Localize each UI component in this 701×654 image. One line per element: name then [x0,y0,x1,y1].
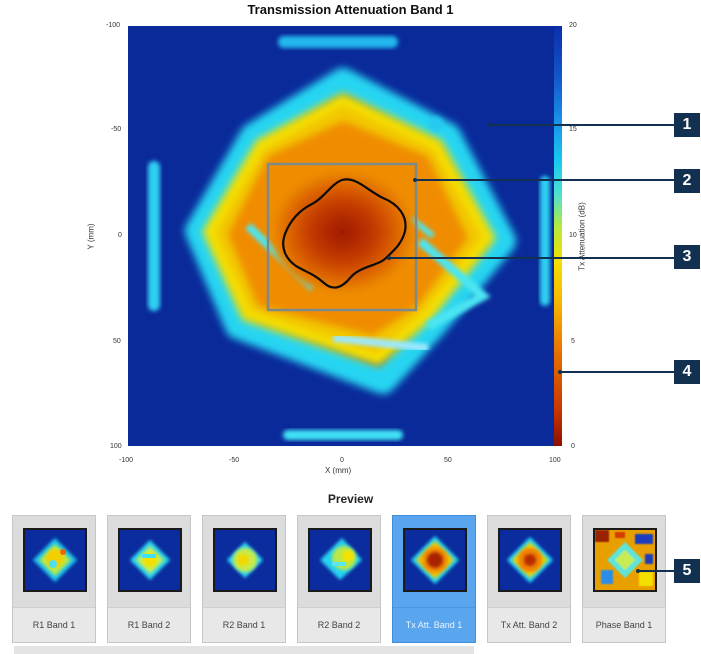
callout-4-marker: 4 [674,360,700,384]
x-tick: -50 [229,457,240,464]
y-tick: 50 [113,338,121,345]
callout-5-leader [638,570,674,572]
colorbar-tick: 0 [571,443,575,450]
colorbar-tick: 15 [569,126,577,133]
callout-2-marker: 2 [674,169,700,193]
callout-5-marker: 5 [674,559,700,583]
thumbnail-label: R1 Band 1 [13,607,95,642]
heatmap-image [128,26,555,446]
preview-thumb-tx-att-band-2[interactable]: Tx Att. Band 2 [487,515,571,643]
preview-thumb-r1-band-1[interactable]: R1 Band 1 [12,515,96,643]
preview-scrollbar[interactable] [14,646,474,654]
callout-3-marker: 3 [674,245,700,269]
region-selection-box[interactable] [266,162,418,312]
thumbnail-image [593,528,657,592]
thumbnail-label: R2 Band 1 [203,607,285,642]
callout-3-leader [389,257,674,259]
preview-thumb-r1-band-2[interactable]: R1 Band 2 [107,515,191,643]
colorbar [554,26,562,446]
thumbnail-label: R1 Band 2 [108,607,190,642]
x-tick: -100 [119,457,134,464]
attenuation-heatmap[interactable] [128,26,555,446]
plot-title: Transmission Attenuation Band 1 [247,2,454,17]
preview-thumb-phase-band-1[interactable]: Phase Band 1 [582,515,666,643]
x-tick: 0 [340,457,344,464]
thumbnail-image [23,528,87,592]
x-tick: 50 [444,457,452,464]
colorbar-tick: 5 [571,338,575,345]
thumbnail-image [118,528,182,592]
callout-4-leader [560,371,674,373]
thumbnail-image [403,528,467,592]
y-axis-label: Y (mm) [86,223,96,250]
thumbnail-image [308,528,372,592]
thumbnail-label: Tx Att. Band 2 [488,607,570,642]
colorbar-tick: 10 [569,232,577,239]
preview-thumb-r2-band-2[interactable]: R2 Band 2 [297,515,381,643]
x-axis-label: X (mm) [325,466,352,475]
thumbnail-image [498,528,562,592]
y-tick: -50 [111,126,122,133]
thumbnail-image [213,528,277,592]
thumbnail-label: Phase Band 1 [583,607,665,642]
colorbar-label: Tx Attenuation (dB) [577,202,587,271]
preview-thumb-r2-band-1[interactable]: R2 Band 1 [202,515,286,643]
thumbnail-label: Tx Att. Band 1 [393,607,475,642]
y-tick: -100 [106,22,121,29]
x-tick: 100 [549,457,561,464]
y-tick: 100 [110,443,122,450]
preview-thumb-tx-att-band-1[interactable]: Tx Att. Band 1 [392,515,476,643]
callout-2-leader [415,179,674,181]
y-tick: 0 [118,232,122,239]
thumbnail-label: R2 Band 2 [298,607,380,642]
preview-title: Preview [327,492,374,506]
callout-1-leader [490,124,674,126]
callout-1-marker: 1 [674,113,700,137]
colorbar-tick: 20 [569,22,577,29]
